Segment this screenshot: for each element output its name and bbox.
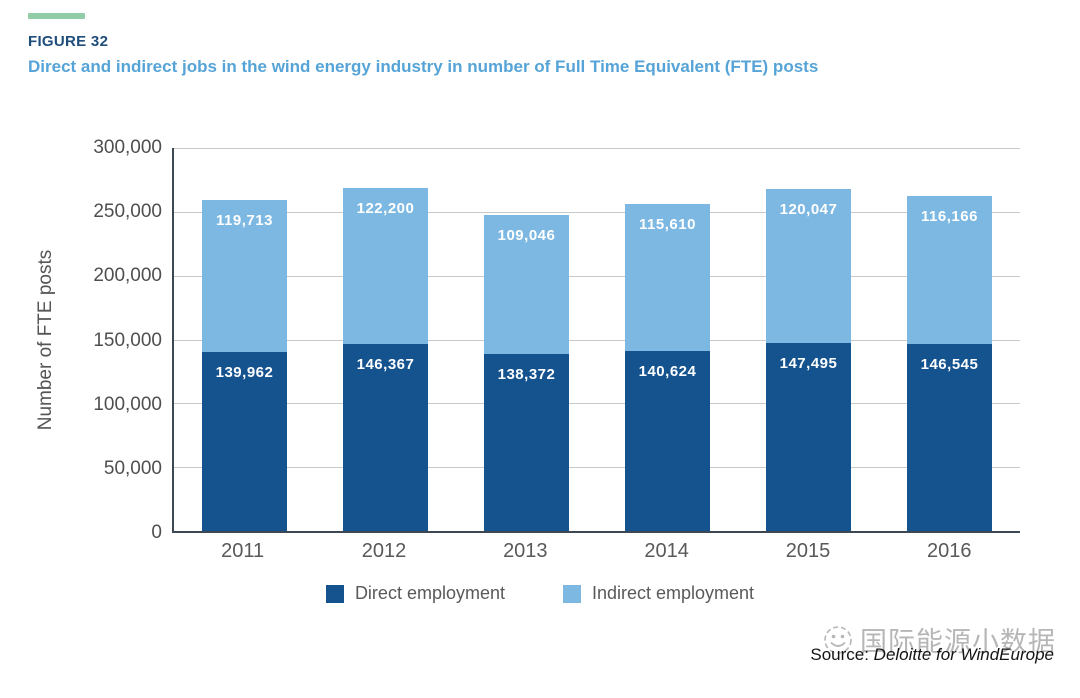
gridline <box>174 211 1020 213</box>
bar-segment-indirect: 122,200 <box>343 188 428 345</box>
legend-item-indirect: Indirect employment <box>562 583 755 604</box>
y-tick-label: 0 <box>151 522 162 543</box>
bar-value-label: 116,166 <box>921 207 978 225</box>
bar-segment-indirect: 116,166 <box>907 195 992 344</box>
gridline <box>174 275 1020 277</box>
figure-title: Direct and indirect jobs in the wind ene… <box>28 57 819 76</box>
x-tick-label: 2015 <box>785 540 831 562</box>
bar-slot: 115,610 140,624 <box>597 148 738 531</box>
stacked-bar-2013: 109,046 138,372 <box>484 148 569 531</box>
bar-value-label: 119,713 <box>216 211 273 229</box>
bar-slot: 109,046 138,372 <box>456 148 597 531</box>
bar-segment-direct: 146,367 <box>343 344 428 531</box>
gridline <box>174 339 1020 341</box>
bar-segment-direct: 147,495 <box>766 342 851 531</box>
legend-item-direct: Direct employment <box>325 583 505 604</box>
plot-area: 119,713 139,962 122,200 146,367 109,046 138,3… <box>172 148 1020 533</box>
bar-slot: 116,166 146,545 <box>879 148 1020 531</box>
bar-value-label: 146,367 <box>356 356 415 374</box>
source-prefix: Source: <box>810 645 874 664</box>
bar-value-label: 138,372 <box>497 366 556 384</box>
bar-segment-direct: 146,545 <box>907 343 992 531</box>
x-tick-label: 2013 <box>503 540 548 562</box>
stacked-bar-2016: 116,166 146,545 <box>907 148 992 531</box>
x-axis-labels: 2011 2012 2013 2014 2015 2016 <box>172 540 1020 563</box>
y-tick-label: 150,000 <box>93 329 162 351</box>
bar-segment-direct: 138,372 <box>484 354 569 531</box>
x-tick-label: 2011 <box>221 540 265 562</box>
source-text: Source: Deloitte for WindEurope <box>810 645 1054 665</box>
bar-segment-indirect: 120,047 <box>766 189 851 343</box>
bar-value-label: 140,624 <box>638 363 697 381</box>
bar-value-label: 147,495 <box>779 354 838 372</box>
y-axis-ticks: 0 50,000 100,000 150,000 200,000 250,000 300,0… <box>60 137 162 543</box>
bar-segment-direct: 139,962 <box>202 352 287 531</box>
bars: 119,713 139,962 122,200 146,367 109,046 138,3… <box>174 148 1020 531</box>
bar-segment-direct: 140,624 <box>625 351 710 531</box>
gridline <box>174 148 1020 149</box>
bar-slot: 119,713 139,962 <box>174 148 315 531</box>
legend-swatch <box>562 584 581 603</box>
bar-value-label: 139,962 <box>215 364 274 382</box>
y-tick-label: 300,000 <box>93 137 162 158</box>
x-tick-label: 2014 <box>644 540 689 562</box>
legend: Direct employment Indirect employment <box>0 583 1080 604</box>
stacked-bar-2015: 120,047 147,495 <box>766 148 851 531</box>
bar-slot: 122,200 146,367 <box>315 148 456 531</box>
source-name: Deloitte for WindEurope <box>873 645 1054 664</box>
x-tick-label: 2016 <box>927 540 972 562</box>
bar-value-label: 109,046 <box>497 227 556 245</box>
gridline <box>174 403 1020 405</box>
x-tick-label: 2012 <box>361 540 407 562</box>
stacked-bar-2012: 122,200 146,367 <box>343 148 428 531</box>
accent-dash <box>28 13 85 19</box>
y-tick-label: 200,000 <box>93 265 162 287</box>
bar-value-label: 122,200 <box>356 200 415 218</box>
y-tick-label: 50,000 <box>103 457 162 479</box>
y-axis-title: Number of FTE posts <box>35 249 56 431</box>
figure-label: FIGURE 32 <box>28 33 109 50</box>
stacked-bar-2014: 115,610 140,624 <box>625 148 710 531</box>
y-tick-label: 250,000 <box>93 201 162 223</box>
stacked-bar-2011: 119,713 139,962 <box>202 148 287 531</box>
bar-segment-indirect: 109,046 <box>484 215 569 355</box>
y-tick-label: 100,000 <box>93 393 162 415</box>
legend-label: Direct employment <box>354 583 505 603</box>
legend-swatch <box>325 584 344 603</box>
bar-segment-indirect: 115,610 <box>625 203 710 352</box>
bar-value-label: 115,610 <box>639 215 696 233</box>
bar-value-label: 146,545 <box>920 355 979 373</box>
bar-value-label: 120,047 <box>779 201 838 219</box>
bar-segment-indirect: 119,713 <box>202 199 287 353</box>
bar-slot: 120,047 147,495 <box>738 148 879 531</box>
legend-label: Indirect employment <box>591 583 755 603</box>
gridline <box>174 467 1020 469</box>
